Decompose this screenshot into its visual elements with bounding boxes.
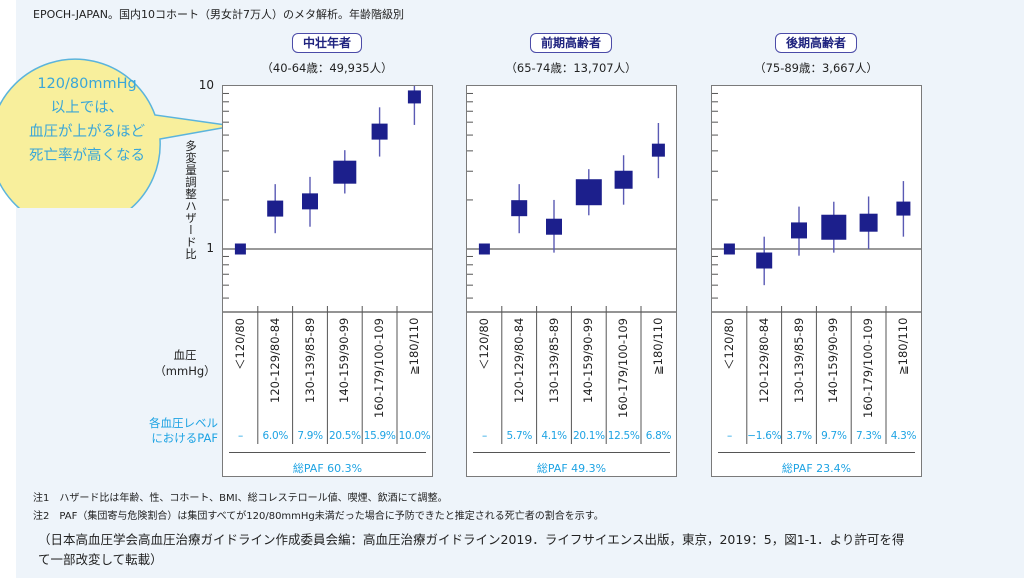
citation-line: （日本高血圧学会高血圧治療ガイドライン作成委員会編：高血圧治療ガイドライン201…	[38, 532, 905, 547]
paf-value: 10.0%	[398, 430, 431, 442]
note-1: 注1 ハザード比は年齢、性、コホート、BMI、総コレステロール値、喫煙、飲酒にて…	[33, 493, 448, 504]
category-label: 130-139/85-89	[791, 318, 806, 404]
total-paf: 総PAF 49.3%	[536, 462, 607, 475]
hr-point-marker	[478, 243, 490, 255]
hr-point-marker	[371, 123, 388, 140]
hr-point-marker	[723, 243, 735, 255]
paf-value: 6.0%	[262, 430, 289, 442]
paf-value: –	[482, 430, 487, 442]
category-label: ＜120/80	[233, 318, 247, 370]
panel-title: 後期高齢者	[774, 33, 858, 53]
chart-panel: ＜120/80 – 120-129/80-84 6.0% 130-139/85-89 7.…	[222, 85, 433, 477]
citation-line: て一部改変して転載）	[38, 552, 163, 567]
category-label: ≧180/110	[651, 318, 665, 376]
bp-row-label: 血圧 （mmHg）	[150, 347, 220, 379]
category-label: 120-129/80-84	[756, 318, 771, 404]
panel-subtitle: （75-89歳：3,667人）	[754, 61, 878, 75]
total-divider	[718, 452, 915, 453]
paf-value: 12.5%	[607, 430, 640, 442]
plot-area	[223, 86, 432, 444]
paf-value: 15.9%	[363, 430, 396, 442]
category-label: 160-179/100-109	[616, 318, 631, 418]
hr-point-marker	[614, 170, 633, 189]
category-label: ≧180/110	[896, 318, 910, 376]
paf-value: 9.7%	[821, 430, 847, 442]
panel-title: 前期高齢者	[529, 33, 613, 53]
total-paf: 総PAF 60.3%	[292, 462, 363, 475]
callout-line: 以上では、	[50, 100, 124, 116]
paf-label-line: 各血圧レベル	[149, 416, 218, 430]
category-label: 120-129/80-84	[267, 318, 282, 404]
paf-value: 3.7%	[786, 430, 812, 442]
hr-point-marker	[407, 90, 421, 104]
paf-value: −1.6%	[747, 430, 782, 442]
y-tick-label-1: 1	[206, 241, 214, 255]
panel-title: 中壮年者	[291, 33, 363, 53]
category-label: 160-179/100-109	[861, 318, 876, 418]
callout-bubble	[0, 58, 234, 208]
hr-point-marker	[859, 213, 878, 232]
hr-point-marker	[511, 200, 528, 217]
category-label: 140-159/90-99	[581, 318, 596, 404]
hr-point-marker	[575, 179, 602, 206]
category-label: 140-159/90-99	[337, 318, 352, 404]
paf-value: 4.1%	[541, 430, 567, 442]
callout-line: 死亡率が高くなる	[29, 148, 145, 164]
paf-value: 7.3%	[855, 430, 882, 442]
hr-point-marker	[234, 243, 246, 255]
bp-label: 血圧	[173, 348, 197, 362]
plot-area	[712, 92, 921, 444]
chart-panel: ＜120/80 – 120-129/80-84 −1.6% 130-139/85-89 3…	[711, 85, 922, 477]
panel-subtitle: （40-64歳：49,935人）	[261, 61, 393, 75]
category-label: 130-139/85-89	[302, 318, 317, 404]
category-label: ≧180/110	[407, 318, 421, 376]
paf-value: –	[727, 430, 732, 442]
hr-point-marker	[651, 143, 665, 157]
y-axis-label: 多変量調整ハザード比	[184, 140, 198, 260]
callout-line: 血圧が上がるほど	[29, 124, 145, 140]
hr-point-marker	[333, 160, 357, 184]
paf-value: 20.1%	[572, 430, 605, 442]
paf-value: 4.3%	[890, 430, 917, 442]
paf-value: 6.8%	[645, 430, 672, 442]
bp-unit: （mmHg）	[154, 364, 216, 378]
hr-point-marker	[791, 222, 807, 239]
paf-value: 5.7%	[506, 430, 533, 442]
hr-point-marker	[821, 214, 847, 240]
paf-label-line: におけるPAF	[151, 431, 218, 445]
callout-line: 120/80mmHg	[37, 76, 137, 92]
category-label: 160-179/100-109	[372, 318, 387, 418]
chart-panel: ＜120/80 – 120-129/80-84 5.7% 130-139/85-89 4.…	[466, 85, 677, 477]
total-divider	[229, 452, 426, 453]
hr-point-marker	[896, 201, 911, 216]
category-label: 140-159/90-99	[826, 318, 841, 404]
paf-value: 7.9%	[297, 430, 323, 442]
category-label: ＜120/80	[477, 318, 491, 370]
total-paf: 総PAF 23.4%	[781, 462, 852, 475]
hr-point-marker	[267, 200, 284, 217]
panel-subtitle: （65-74歳：13,707人）	[505, 61, 637, 75]
paf-value: –	[238, 430, 243, 442]
total-divider	[473, 452, 670, 453]
y-tick-label-10: 10	[198, 78, 214, 92]
hr-point-marker	[546, 218, 562, 235]
figure-title: EPOCH-JAPAN。国内10コホート（男女計7万人）のメタ解析。年齢階級別	[33, 8, 405, 21]
paf-value: 20.5%	[328, 430, 361, 442]
category-label: ＜120/80	[722, 318, 736, 370]
hr-point-marker	[302, 193, 318, 210]
plot-area	[467, 92, 676, 444]
hr-point-marker	[756, 252, 773, 269]
callout-text: 120/80mmHg 以上では、 血圧が上がるほど 死亡率が高くなる	[12, 72, 162, 168]
category-label: 130-139/85-89	[546, 318, 561, 404]
note-2: 注2 PAF（集団寄与危険割合）は集団すべてが120/80mmHg未満だった場合…	[33, 511, 604, 522]
category-label: 120-129/80-84	[511, 318, 526, 404]
paf-row-label: 各血圧レベル におけるPAF	[120, 416, 218, 446]
